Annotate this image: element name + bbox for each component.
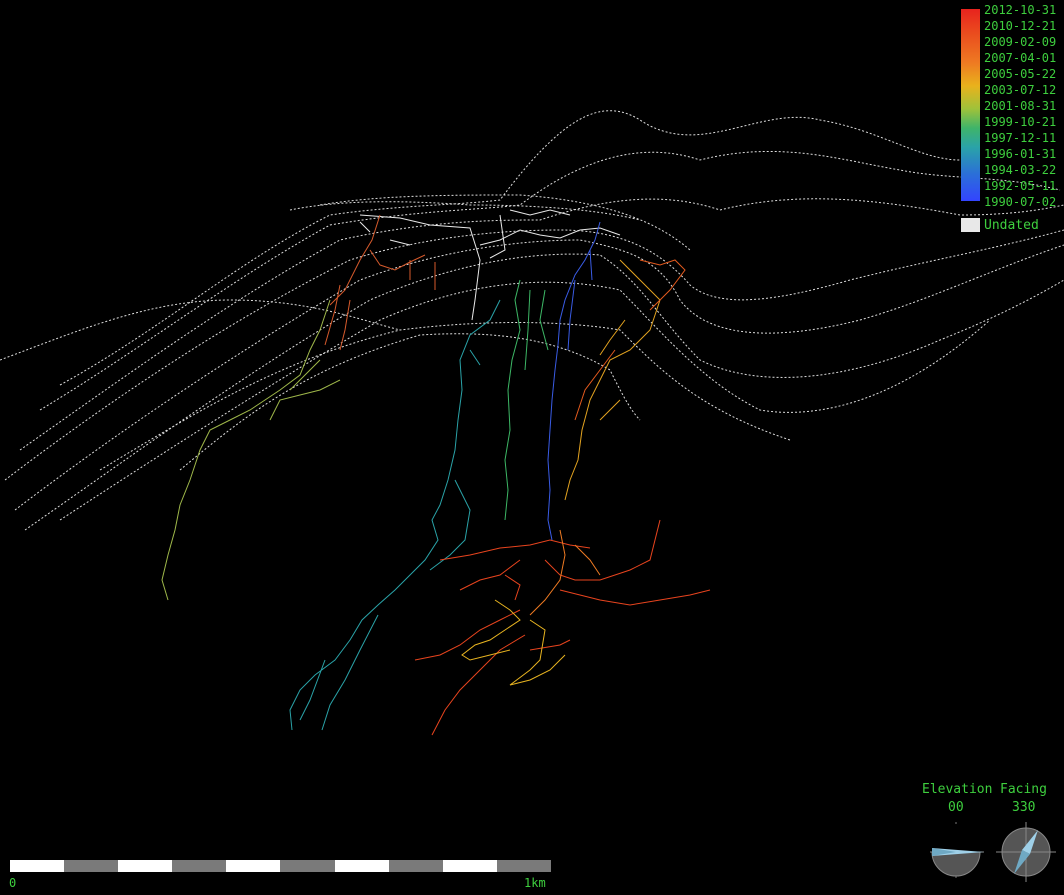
elevation-value: 00	[948, 800, 964, 815]
date-color-legend: 2012-10-31 2010-12-21 2009-02-09 2007-04…	[960, 2, 1064, 242]
scale-segment	[10, 860, 65, 872]
legend-date-label: 2001-08-31	[984, 99, 1057, 113]
cave-passage-survey-legs	[161, 209, 711, 736]
legend-date-label: 2010-12-21	[984, 19, 1057, 33]
elevation-label: Elevation	[922, 782, 993, 797]
scale-segment	[442, 860, 497, 872]
orientation-dials	[930, 822, 1056, 882]
scale-segment	[280, 860, 335, 872]
elevation-dial-icon[interactable]	[930, 822, 984, 878]
legend-date-label: 1994-03-22	[984, 163, 1057, 177]
scale-segment	[64, 860, 119, 872]
orientation-indicator[interactable]: Elevation Facing 00 330	[916, 780, 1064, 890]
legend-gradient-bar	[961, 9, 980, 201]
legend-date-label: 2009-02-09	[984, 35, 1057, 49]
legend-date-label: 2005-05-22	[984, 67, 1057, 81]
scale-start-label: 0	[9, 876, 17, 890]
legend-date-label: 2012-10-31	[984, 3, 1057, 17]
scale-segment	[118, 860, 173, 872]
legend-date-label: 1999-10-21	[984, 115, 1057, 129]
legend-date-label: 1997-12-11	[984, 131, 1057, 145]
scale-segment	[388, 860, 443, 872]
scale-bar	[10, 860, 551, 872]
legend-date-label: 1990-07-02	[984, 195, 1057, 209]
scale-end-label: 1km	[524, 876, 546, 890]
undated-label: Undated	[984, 218, 1039, 233]
facing-value: 330	[1012, 800, 1036, 815]
scale-segment	[172, 860, 227, 872]
legend-date-label: 1992-05-11	[984, 179, 1057, 193]
scale-segment	[334, 860, 389, 872]
scale-segment	[496, 860, 551, 872]
facing-compass-icon[interactable]	[996, 822, 1056, 882]
legend-date-label: 2003-07-12	[984, 83, 1057, 97]
surface-contour-lines	[0, 110, 1064, 531]
legend-date-label: 1996-01-31	[984, 147, 1057, 161]
undated-swatch	[961, 218, 980, 232]
scale-segment	[226, 860, 281, 872]
legend-date-label: 2007-04-01	[984, 51, 1057, 65]
facing-label: Facing	[1000, 782, 1047, 797]
